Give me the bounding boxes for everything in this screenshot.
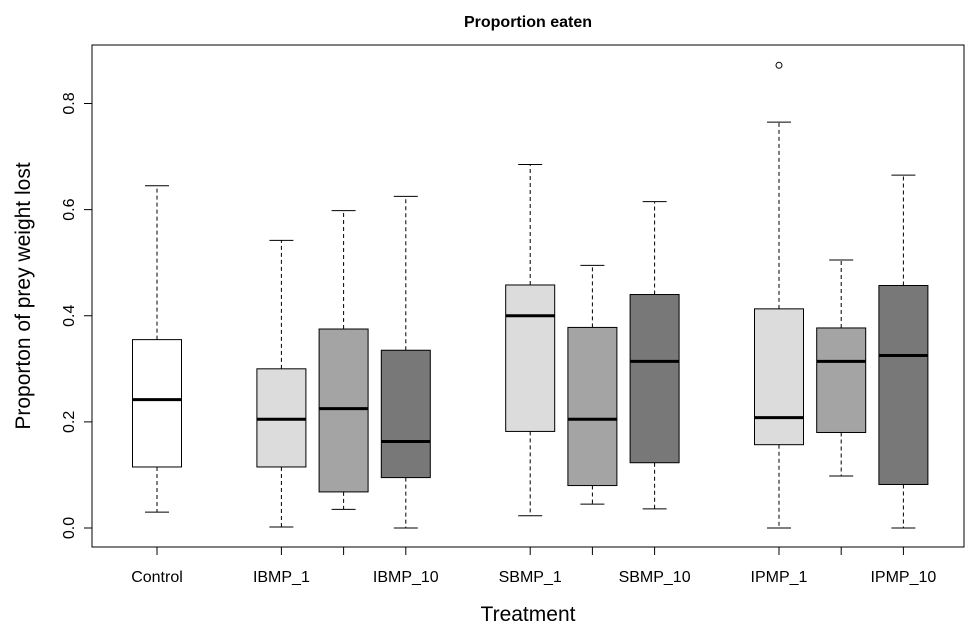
box-slot-3 [318,210,369,510]
boxes-layer [132,61,929,529]
box-ibmp_10 [380,195,431,529]
box-body [132,339,182,468]
y-tick-label: 0.0 [61,517,78,539]
x-tick-label: SBMP_1 [499,569,562,586]
box-body [505,284,556,432]
box-ipmp_10 [878,174,929,529]
x-tick-label: IPMP_1 [751,569,808,586]
y-tick-label: 0.2 [61,411,78,433]
box-body [380,349,431,479]
y-axis-label: Proporton of prey weight lost [12,162,35,429]
chart-title: Proportion eaten [464,14,592,31]
x-tick-label: Control [131,569,183,586]
box-control [132,185,182,513]
box-body [318,328,369,493]
box-sbmp_1 [505,164,556,517]
y-tick-label: 0.4 [61,305,78,327]
box-body [878,285,929,485]
box-ipmp_1 [754,61,804,529]
box-slot-11 [816,259,867,477]
box-slot-7 [567,264,618,505]
x-tick-label: IBMP_10 [373,569,439,586]
x-tick-label: SBMP_10 [619,569,691,586]
box-body [754,308,804,446]
x-axis: Control IBMP_1 IBMP_10 SBMP_1 SBMP_10 IPMP_1 I… [131,546,936,586]
y-axis: 0.0 0.2 0.4 0.6 0.8 [61,92,93,539]
box-ibmp_1 [256,239,307,528]
box-body [629,294,680,464]
x-tick-label: IBMP_1 [253,569,310,586]
y-tick-label: 0.8 [61,92,78,114]
x-axis-label: Treatment [481,603,576,626]
x-tick-label: IPMP_10 [870,569,936,586]
box-body [567,326,618,487]
y-tick-label: 0.6 [61,198,78,220]
box-body [816,327,867,433]
box-sbmp_10 [629,201,680,510]
outlier-point [775,61,783,69]
